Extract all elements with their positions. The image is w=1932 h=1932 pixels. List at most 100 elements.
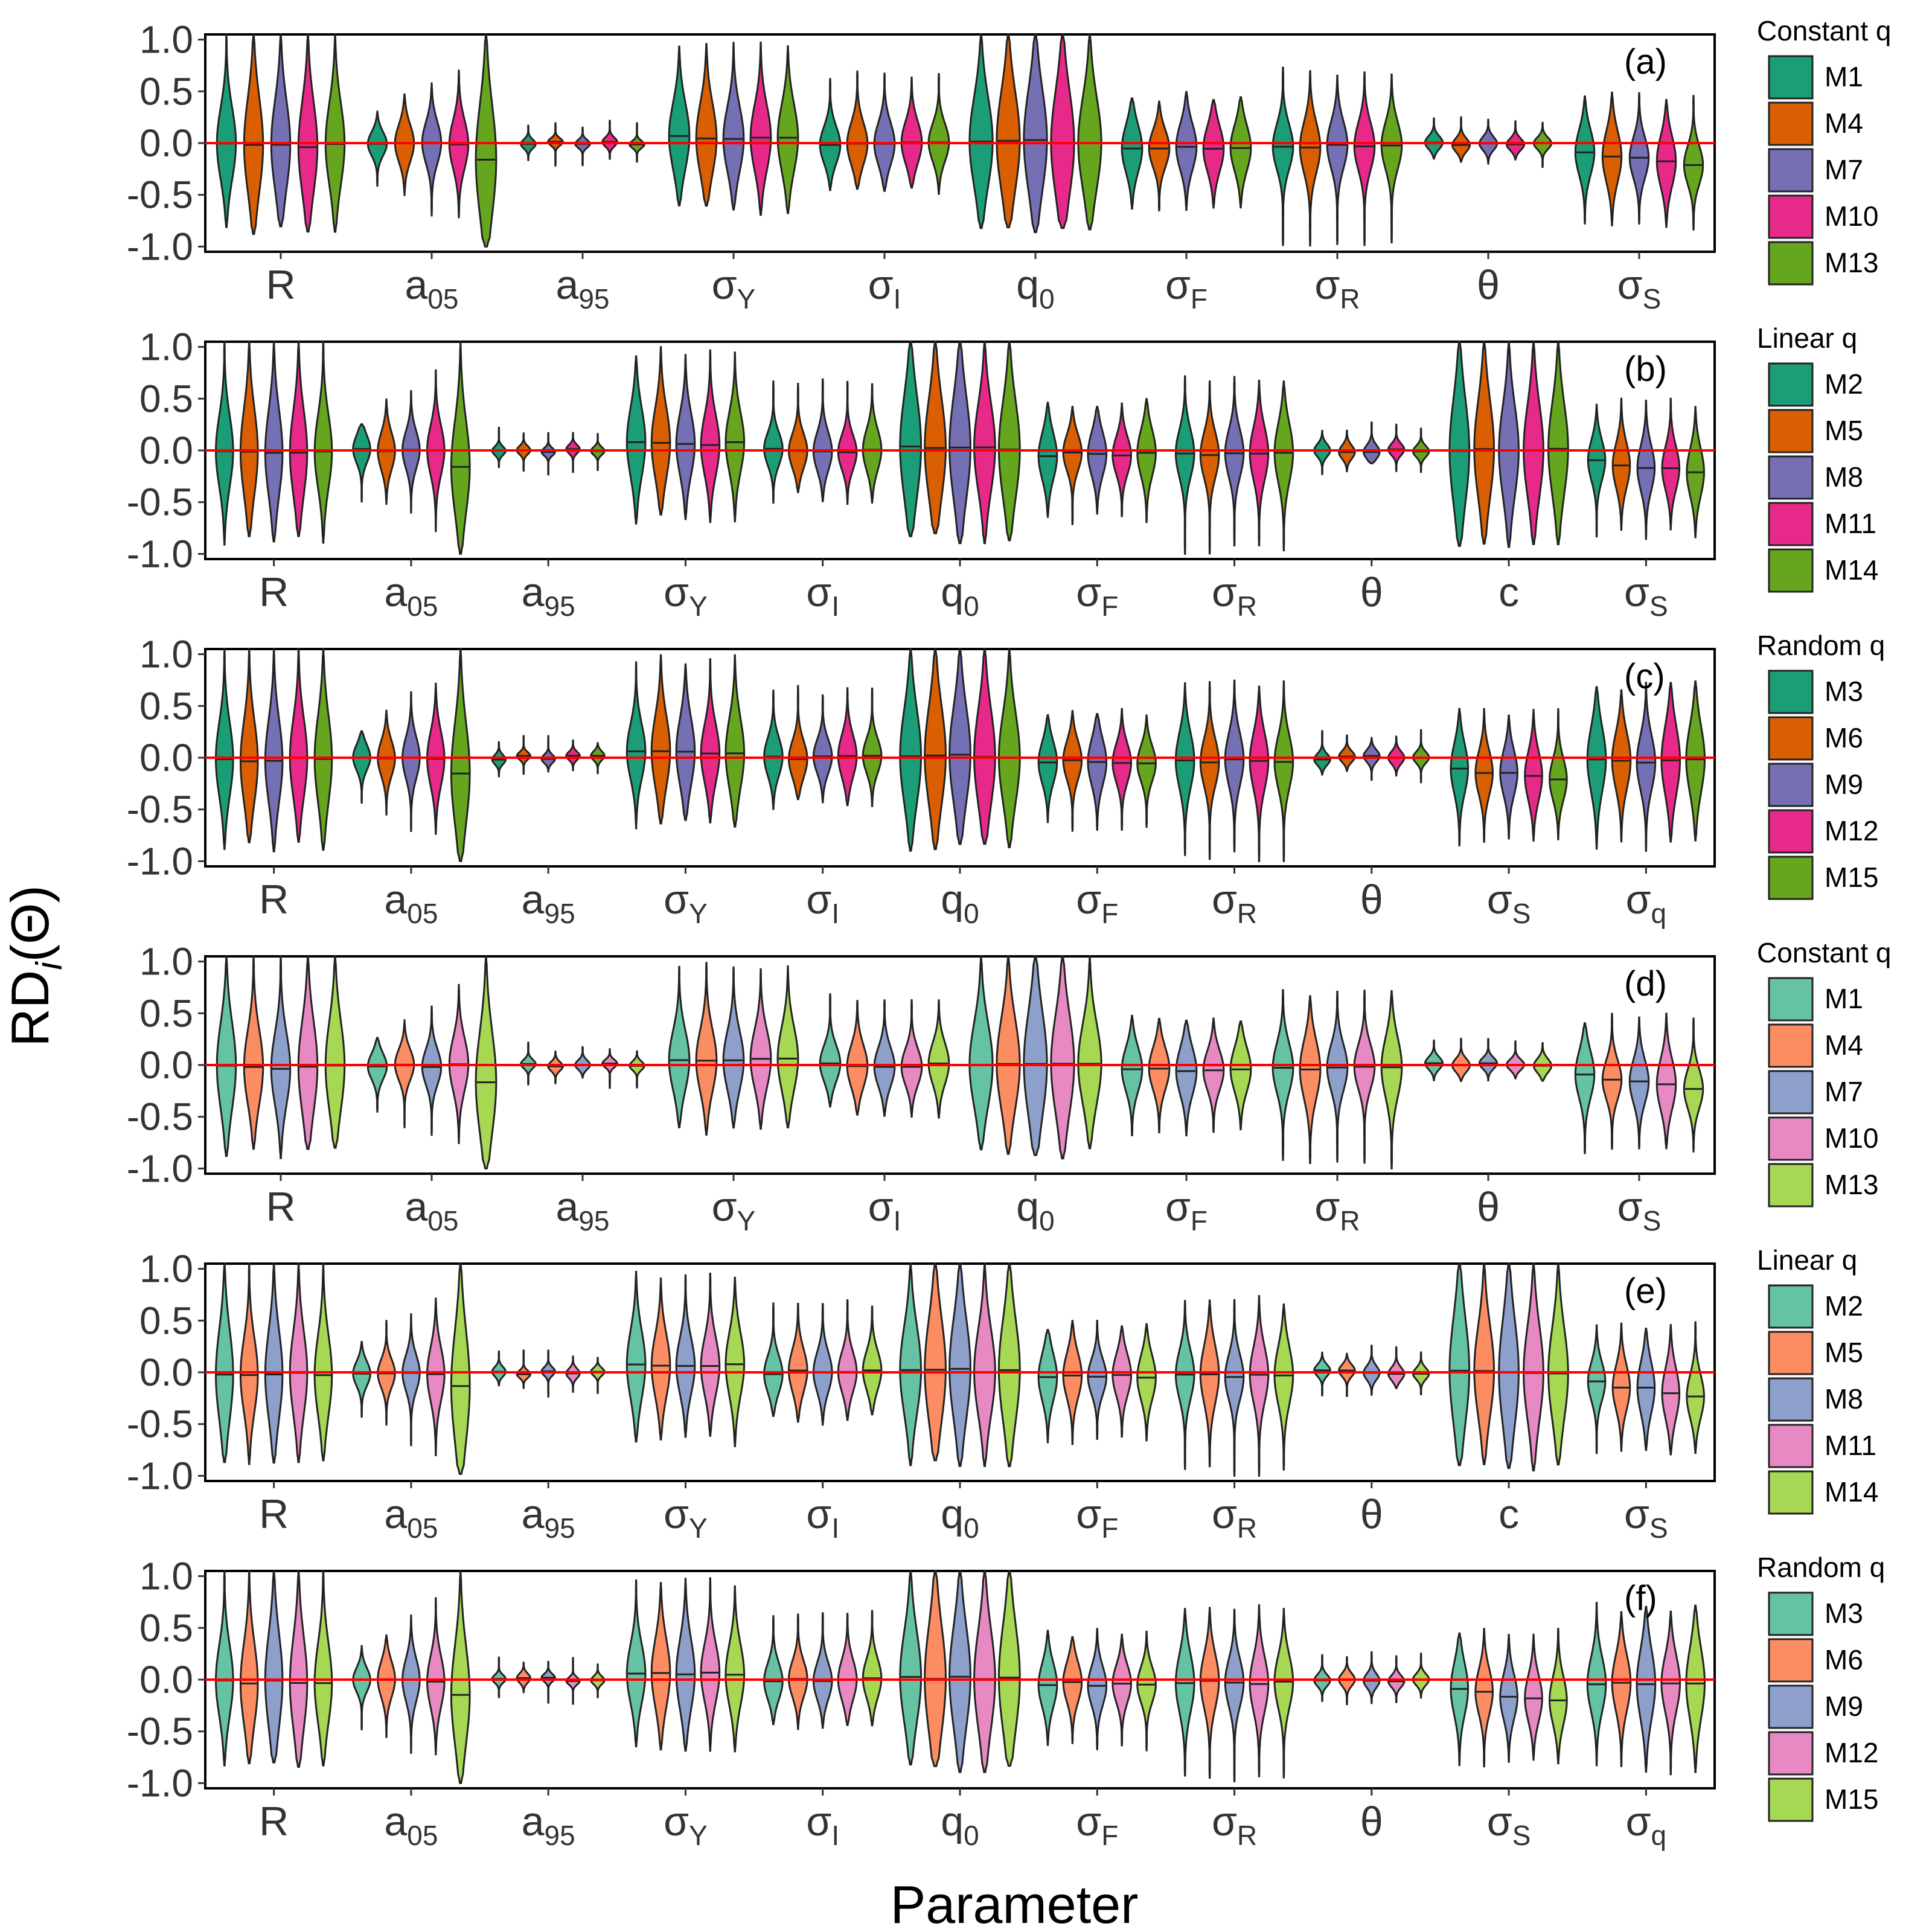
x-label-base: R xyxy=(266,262,295,308)
violin-M12 xyxy=(1112,708,1132,831)
x-tick-label: σY xyxy=(664,877,708,929)
violin-M15 xyxy=(724,1585,746,1753)
x-label-base: θ xyxy=(1477,1184,1500,1230)
violin-M5 xyxy=(1062,1320,1083,1445)
violin-M3 xyxy=(1037,1630,1058,1746)
x-label-base: q xyxy=(941,877,964,923)
violin-M15 xyxy=(1549,1628,1568,1765)
violin-M3 xyxy=(1174,1608,1195,1777)
legend-title: Constant q xyxy=(1757,937,1891,968)
x-tick-label: a95 xyxy=(556,1184,610,1236)
violin-M2 xyxy=(1037,401,1058,518)
x-tick-label: σR xyxy=(1314,1184,1360,1236)
y-tick-label: -1.0 xyxy=(127,225,193,268)
violin-M6 xyxy=(1062,710,1083,832)
x-label-sub: 05 xyxy=(427,1205,458,1236)
legend-title: Constant q xyxy=(1757,15,1891,46)
x-label-sub: 95 xyxy=(578,1205,609,1236)
legend-key-M9 xyxy=(1768,763,1814,807)
violin-M3 xyxy=(763,1615,784,1726)
violin-M5 xyxy=(1199,380,1220,555)
violin-M1 xyxy=(1121,97,1144,210)
x-label-base: σ xyxy=(664,877,689,923)
violin-M5 xyxy=(924,1262,947,1462)
x-tick-label: a95 xyxy=(522,569,575,622)
violin-M11 xyxy=(1523,341,1544,545)
violin-M3 xyxy=(491,1656,507,1698)
x-label-base: a xyxy=(384,569,407,615)
violin-M4 xyxy=(996,955,1021,1155)
violin-M10 xyxy=(1353,990,1376,1164)
violin-M1 xyxy=(366,110,388,187)
legend-key-M7 xyxy=(1768,1070,1814,1115)
legend-label-M14: M14 xyxy=(1825,1476,1878,1508)
violin-M9 xyxy=(264,648,284,852)
y-tick-label: -1.0 xyxy=(127,1147,193,1190)
legend-label-M1: M1 xyxy=(1825,61,1863,92)
y-tick-label: -0.5 xyxy=(127,1403,193,1446)
violin-M11 xyxy=(1661,1324,1681,1456)
x-tick-label: a95 xyxy=(522,877,575,929)
violin-M1 xyxy=(968,955,994,1151)
violin-M11 xyxy=(1249,1295,1270,1477)
x-label-base: σ xyxy=(664,1491,689,1537)
legend-label-M4: M4 xyxy=(1825,1029,1863,1061)
violin-M6 xyxy=(1611,1611,1632,1767)
legend-label-M12: M12 xyxy=(1825,815,1878,846)
x-label-base: σ xyxy=(868,1184,894,1230)
x-tick-label: q0 xyxy=(1016,262,1054,315)
x-tick-label: R xyxy=(266,262,295,308)
violin-M8 xyxy=(540,1349,556,1398)
x-tick-label: a05 xyxy=(384,1491,438,1544)
violin-M12 xyxy=(426,1597,446,1756)
violin-M14 xyxy=(724,351,746,523)
x-label-base: σ xyxy=(1617,1184,1643,1230)
violin-M13 xyxy=(475,955,497,1169)
violin-M8 xyxy=(948,1262,971,1467)
violin-M10 xyxy=(1202,1017,1225,1133)
violin-M6 xyxy=(1338,734,1356,772)
violin-M4 xyxy=(695,43,718,207)
violin-M13 xyxy=(324,955,346,1149)
violin-M2 xyxy=(352,423,371,503)
violin-M14 xyxy=(590,433,606,471)
x-label-sub: S xyxy=(1643,1205,1662,1236)
violin-M15 xyxy=(1273,680,1294,862)
violin-M8 xyxy=(264,341,284,543)
violin-M8 xyxy=(1498,1262,1520,1469)
violin-M12 xyxy=(973,648,996,845)
violin-M11 xyxy=(1112,1325,1132,1438)
y-axis-title-sub: i xyxy=(29,961,69,970)
violin-M4 xyxy=(846,1000,869,1116)
violin-M12 xyxy=(1660,682,1681,843)
violin-M5 xyxy=(1473,1262,1495,1465)
x-label-base: q xyxy=(1016,262,1039,308)
violin-M3 xyxy=(1586,686,1607,850)
violin-M6 xyxy=(1474,708,1494,843)
violin-M1 xyxy=(1424,117,1444,160)
legend-key-M12 xyxy=(1768,809,1814,854)
x-tick-label: σR xyxy=(1212,1799,1257,1851)
violin-M10 xyxy=(1655,98,1677,228)
violin-M11 xyxy=(1523,1262,1544,1472)
violin-M10 xyxy=(1505,120,1526,161)
x-label-sub: 0 xyxy=(964,1512,979,1544)
x-label-base: R xyxy=(259,1799,289,1844)
violin-M14 xyxy=(997,1262,1021,1468)
violin-M7 xyxy=(1175,91,1198,211)
violin-M1 xyxy=(216,955,237,1157)
violin-M8 xyxy=(1224,376,1245,546)
violin-M8 xyxy=(812,1303,833,1426)
violin-M7 xyxy=(1478,1038,1499,1082)
violin-M3 xyxy=(352,730,371,804)
x-label-sub: S xyxy=(1649,590,1668,622)
violin-M12 xyxy=(1249,1604,1270,1777)
violin-M10 xyxy=(1655,1012,1677,1150)
legend-key-M5 xyxy=(1768,1331,1814,1375)
x-label-sub: R xyxy=(1237,898,1257,929)
x-tick-label: σF xyxy=(1076,877,1118,929)
y-tick-label: 1.0 xyxy=(139,1555,193,1598)
violin-M8 xyxy=(1087,406,1108,515)
violin-M14 xyxy=(997,341,1021,542)
x-label-sub: Y xyxy=(689,590,708,622)
